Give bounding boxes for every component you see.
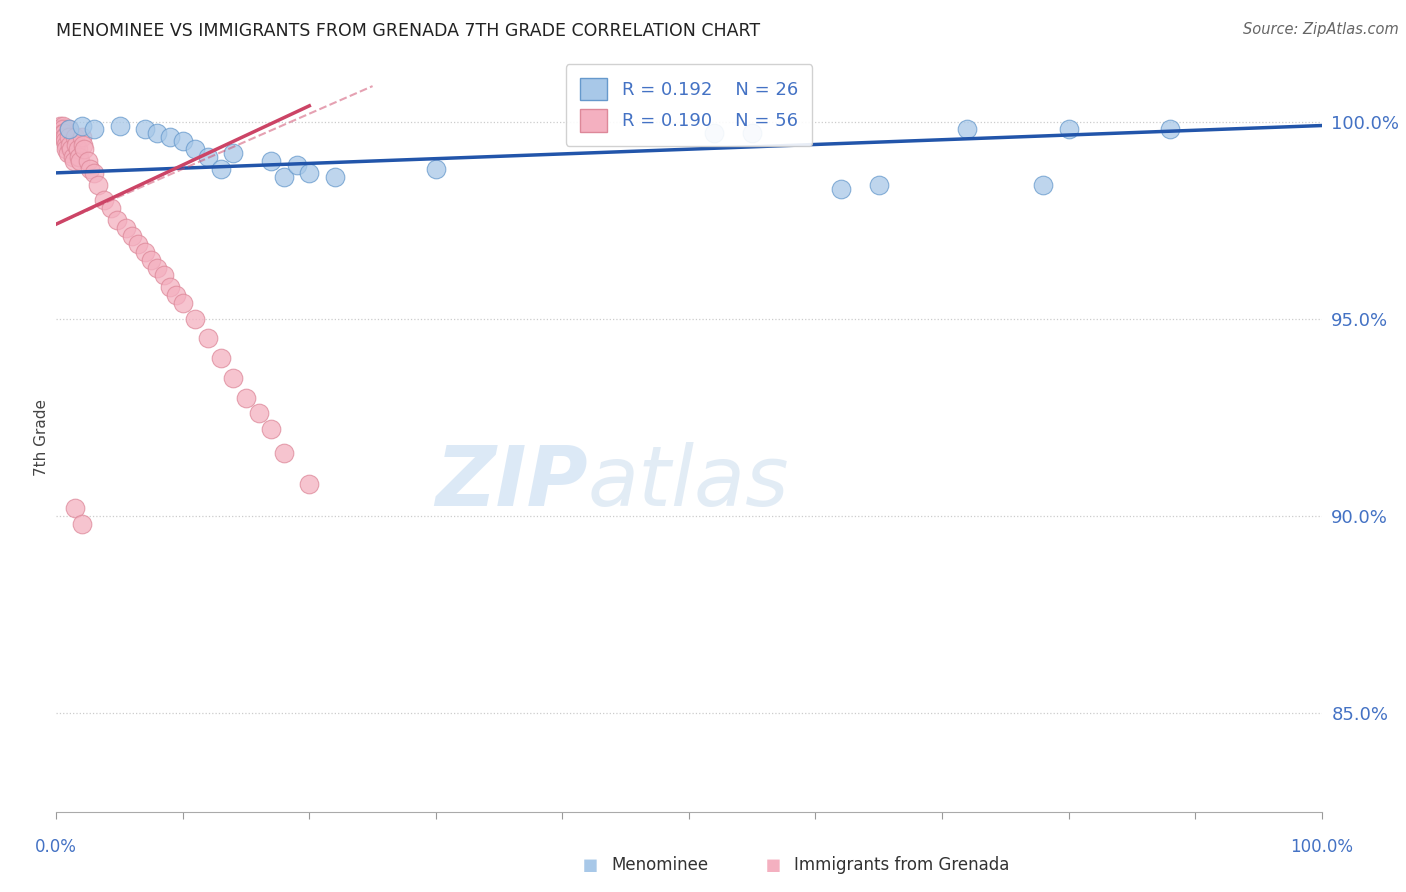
Point <box>260 154 283 169</box>
Point <box>115 221 138 235</box>
Point <box>73 142 96 156</box>
Point <box>83 122 105 136</box>
Point <box>76 154 98 169</box>
Point <box>65 501 87 516</box>
Point <box>141 252 163 267</box>
Point <box>197 331 219 345</box>
Point <box>222 371 245 385</box>
Point <box>868 178 890 192</box>
Point <box>63 154 86 169</box>
Point <box>52 127 75 141</box>
Point <box>69 154 91 169</box>
Point <box>285 158 308 172</box>
Text: 100.0%: 100.0% <box>1291 838 1353 855</box>
Text: atlas: atlas <box>588 442 789 523</box>
Point <box>53 130 76 145</box>
Point <box>60 142 83 156</box>
Point <box>70 130 93 145</box>
Point <box>87 178 110 192</box>
Point <box>65 138 87 153</box>
Point <box>79 161 101 176</box>
Point <box>108 119 131 133</box>
Text: ▪: ▪ <box>765 854 782 877</box>
Point <box>66 142 89 156</box>
Point <box>49 122 72 136</box>
Point <box>53 134 76 148</box>
Point <box>153 268 174 283</box>
Point <box>134 122 156 136</box>
Point <box>184 142 207 156</box>
Point <box>52 122 75 136</box>
Point <box>55 138 77 153</box>
Point <box>59 138 82 153</box>
Point <box>56 146 79 161</box>
Point <box>956 122 979 136</box>
Point <box>159 130 181 145</box>
Point <box>298 477 321 491</box>
Point <box>55 142 77 156</box>
Point <box>105 213 128 227</box>
Point <box>260 422 283 436</box>
Point <box>166 288 188 302</box>
Point <box>70 516 93 531</box>
Point <box>298 166 321 180</box>
Point <box>273 446 295 460</box>
Point <box>93 194 115 208</box>
Point <box>58 122 80 136</box>
Point <box>146 127 169 141</box>
Point <box>222 146 245 161</box>
Point <box>121 229 143 244</box>
Point <box>1159 122 1181 136</box>
Point <box>49 119 72 133</box>
Point <box>159 280 181 294</box>
Legend: R = 0.192    N = 26, R = 0.190    N = 56: R = 0.192 N = 26, R = 0.190 N = 56 <box>565 64 813 146</box>
Point <box>209 351 232 366</box>
Point <box>209 161 232 176</box>
Point <box>65 130 87 145</box>
Y-axis label: 7th Grade: 7th Grade <box>34 399 49 475</box>
Point <box>323 169 346 184</box>
Point <box>52 119 75 133</box>
Point <box>83 166 105 180</box>
Point <box>172 134 194 148</box>
Point <box>51 127 73 141</box>
Point <box>184 311 207 326</box>
Point <box>741 127 763 141</box>
Point <box>67 150 90 164</box>
Text: 0.0%: 0.0% <box>35 838 77 855</box>
Text: MENOMINEE VS IMMIGRANTS FROM GRENADA 7TH GRADE CORRELATION CHART: MENOMINEE VS IMMIGRANTS FROM GRENADA 7TH… <box>56 22 761 40</box>
Point <box>52 130 75 145</box>
Point <box>58 122 80 136</box>
Point <box>146 260 169 275</box>
Point <box>172 296 194 310</box>
Point <box>52 127 75 141</box>
Point <box>1057 122 1080 136</box>
Point <box>70 119 93 133</box>
Point <box>703 127 725 141</box>
Point <box>134 244 156 259</box>
Point <box>58 130 80 145</box>
Text: ZIP: ZIP <box>434 442 588 523</box>
Text: ▪: ▪ <box>582 854 599 877</box>
Point <box>100 202 122 216</box>
Point <box>425 161 447 176</box>
Point <box>197 150 219 164</box>
Text: Immigrants from Grenada: Immigrants from Grenada <box>794 856 1010 874</box>
Point <box>247 406 270 420</box>
Text: Menominee: Menominee <box>612 856 709 874</box>
Point <box>1032 178 1054 192</box>
Point <box>273 169 295 184</box>
Point <box>830 181 852 195</box>
Point <box>128 236 150 251</box>
Point <box>62 150 84 164</box>
Point <box>72 138 94 153</box>
Text: Source: ZipAtlas.com: Source: ZipAtlas.com <box>1243 22 1399 37</box>
Point <box>235 391 257 405</box>
Point <box>51 122 73 136</box>
